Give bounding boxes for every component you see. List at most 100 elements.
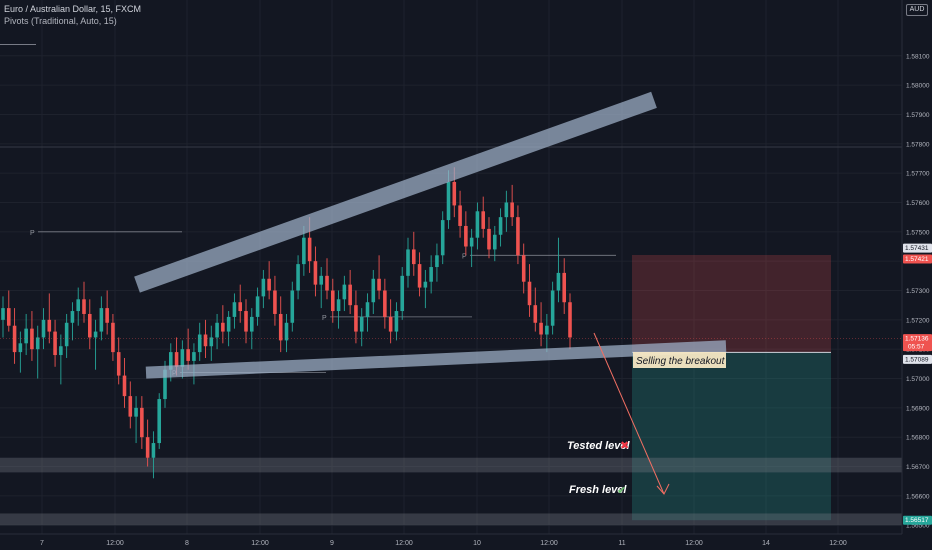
candle-body xyxy=(18,343,23,353)
candle-body xyxy=(481,211,486,229)
candle-body xyxy=(278,313,283,341)
candle-body xyxy=(203,334,208,347)
projection-arrow-head xyxy=(656,483,670,495)
candle-body xyxy=(186,349,190,361)
tested-level-mark: ✖ xyxy=(620,439,629,452)
price-label-text: 1.56517 xyxy=(905,517,929,524)
price-tick-label: 1.57800 xyxy=(906,141,930,148)
candle-body xyxy=(255,296,260,317)
fresh-level-mark: ✔ xyxy=(617,484,626,497)
tested-level-label: Tested level xyxy=(567,440,631,452)
candle-body xyxy=(30,328,34,350)
stop-loss-zone xyxy=(632,255,831,353)
candle-body xyxy=(411,249,416,265)
time-tick-label: 12:00 xyxy=(395,540,413,547)
price-label-entry xyxy=(903,354,932,364)
support-zone-tested xyxy=(0,457,902,473)
candle-body xyxy=(1,308,5,320)
candle-body xyxy=(354,305,358,332)
candle-body xyxy=(70,311,75,323)
candle-body xyxy=(157,399,162,444)
candle-body xyxy=(93,331,98,338)
price-label-text: 1.57421 xyxy=(905,256,929,263)
candle-body xyxy=(105,308,109,323)
time-tick-label: 11 xyxy=(618,540,625,547)
candle-body xyxy=(64,322,69,347)
price-label-text: 1.57431 xyxy=(905,245,929,252)
candle-body xyxy=(342,284,347,300)
candle-body xyxy=(35,337,40,350)
candle-body xyxy=(400,275,405,312)
candle-body xyxy=(267,278,271,291)
price-tick-label: 1.56500 xyxy=(906,523,930,530)
candle-body xyxy=(249,316,254,332)
candle-body xyxy=(388,316,393,332)
candle-body xyxy=(128,396,133,417)
price-label-last xyxy=(903,334,932,352)
price-tick-label: 1.57000 xyxy=(906,376,930,383)
candle-body xyxy=(261,278,266,297)
time-tick-label: 7 xyxy=(40,540,44,547)
candle-body xyxy=(163,369,167,400)
candle-body xyxy=(209,337,214,347)
symbol-title: Euro / Australian Dollar, 15, FXCM xyxy=(4,4,142,14)
candle-body xyxy=(330,290,335,312)
price-label-target xyxy=(903,515,932,525)
candle-body xyxy=(545,325,549,335)
candle-body xyxy=(47,319,52,332)
candle-body xyxy=(562,272,567,303)
candle-body xyxy=(377,278,381,291)
candle-body xyxy=(440,220,445,256)
price-tick-label: 1.56700 xyxy=(906,464,930,471)
projection-arrow xyxy=(593,332,665,495)
candle-body xyxy=(244,311,248,332)
candle-body xyxy=(464,225,468,247)
candle-body xyxy=(59,346,63,356)
candle-body xyxy=(458,205,462,226)
candle-body xyxy=(516,217,520,256)
candle-body xyxy=(429,267,433,282)
time-tick-label: 14 xyxy=(762,540,770,547)
candle-body xyxy=(134,407,138,417)
currency-badge[interactable]: AUD xyxy=(906,4,928,16)
candle-body xyxy=(82,299,86,314)
candle-body xyxy=(365,302,370,317)
wedge-upper-band xyxy=(134,91,657,293)
price-tick-label: 1.56900 xyxy=(906,405,930,412)
price-label-high xyxy=(903,243,932,253)
candle-body xyxy=(145,437,150,458)
candle-body xyxy=(53,331,57,356)
candle-body xyxy=(140,407,144,438)
time-tick-label: 10 xyxy=(473,540,481,547)
pivot-label: P xyxy=(462,253,467,260)
price-label-stop xyxy=(903,254,932,264)
price-tick-label: 1.56800 xyxy=(906,435,930,442)
legend-divider xyxy=(0,44,36,45)
candle-body xyxy=(492,234,497,250)
candle-body xyxy=(417,264,422,288)
price-tick-label: 1.57300 xyxy=(906,288,930,295)
candle-body xyxy=(99,308,104,332)
candle-body xyxy=(151,443,156,458)
candle-body xyxy=(533,305,538,323)
candle-body xyxy=(226,316,231,332)
candle-body xyxy=(568,302,572,338)
candle-body xyxy=(359,316,364,332)
candle-body xyxy=(24,328,28,344)
candle-body xyxy=(12,325,17,353)
price-tick-label: 1.58100 xyxy=(906,53,930,60)
price-label-text: 1.57089 xyxy=(905,356,929,363)
candle-body xyxy=(469,237,474,247)
candle-body xyxy=(168,352,173,370)
price-tick-label: 1.57700 xyxy=(906,171,930,178)
support-zone-fresh xyxy=(0,513,902,526)
candle-body xyxy=(423,281,428,288)
candle-body xyxy=(498,217,503,235)
price-tick-label: 1.58000 xyxy=(906,83,930,90)
candle-body xyxy=(221,322,225,332)
price-tick-label: 1.57200 xyxy=(906,317,930,324)
candle-body xyxy=(87,313,92,338)
candle-body xyxy=(111,322,115,353)
